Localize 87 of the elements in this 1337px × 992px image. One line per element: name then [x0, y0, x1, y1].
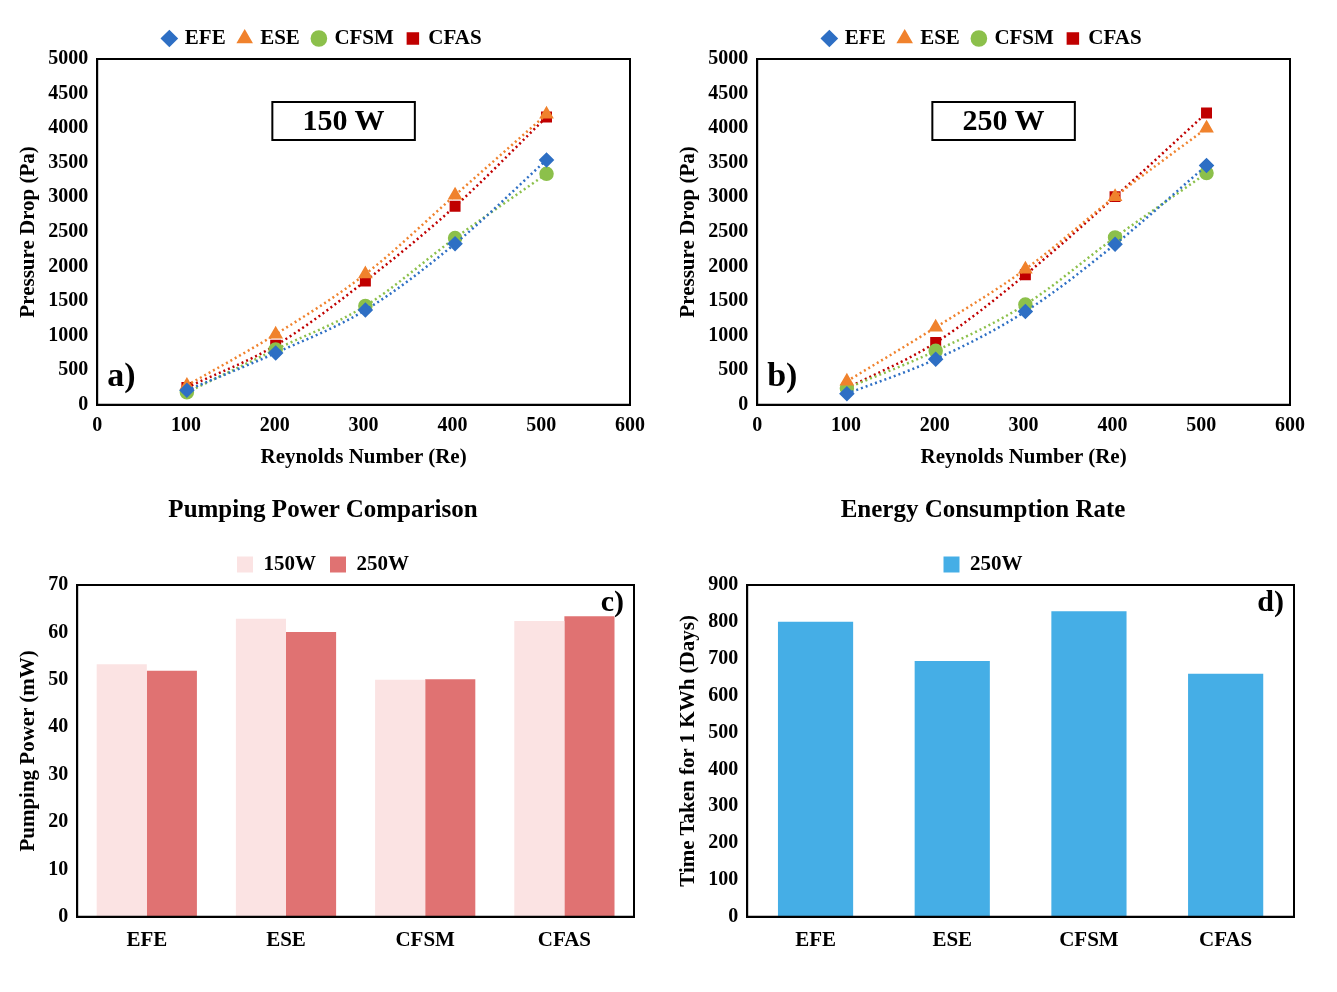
y-tick-label: 1000: [48, 322, 89, 345]
y-tick-label: 5000: [48, 46, 89, 69]
y-tick-label: 1500: [48, 288, 89, 311]
x-tick-label: ESE: [932, 926, 973, 951]
y-tick-label: 1500: [708, 288, 749, 311]
legend-label: ESE: [920, 24, 960, 49]
y-tick-label: 3500: [708, 149, 749, 172]
x-tick-label: CFAS: [1199, 926, 1253, 951]
y-tick-label: 30: [48, 761, 69, 784]
y-tick-label: 40: [48, 714, 69, 737]
y-tick-label: 70: [48, 572, 69, 595]
y-tick-label: 500: [708, 719, 739, 742]
x-tick-label: CFSM: [395, 926, 456, 951]
annotation: 150 W: [302, 102, 385, 136]
x-tick-label: 400: [437, 412, 468, 435]
legend-label: 250W: [970, 550, 1023, 575]
y-axis-title: Pressure Drop (Pa): [675, 146, 700, 318]
y-tick-label: 60: [48, 619, 69, 642]
annotation: a): [107, 355, 136, 394]
x-tick-label: 300: [348, 412, 379, 435]
x-tick-label: 500: [1186, 412, 1217, 435]
x-tick-label: EFE: [126, 926, 168, 951]
x-axis-title: Reynolds Number (Re): [920, 443, 1127, 468]
x-tick-label: 500: [526, 412, 557, 435]
legend-label: 150W: [263, 550, 316, 575]
y-axis-title: Pumping Power (mW): [15, 650, 40, 852]
x-tick-label: 100: [831, 412, 861, 435]
x-tick-label: 600: [615, 412, 645, 435]
chart-title: Energy Consumption Rate: [840, 495, 1126, 523]
x-tick-label: 100: [171, 412, 201, 435]
y-tick-label: 3000: [48, 184, 89, 207]
legend-label: CFAS: [428, 24, 482, 49]
x-tick-label: CFAS: [537, 926, 592, 951]
x-tick-label: ESE: [266, 926, 306, 951]
y-tick-label: 0: [728, 903, 739, 926]
y-tick-label: 4000: [48, 115, 89, 138]
y-tick-label: 5000: [708, 46, 749, 69]
y-tick-label: 4000: [708, 115, 749, 138]
annotation: c): [600, 583, 624, 618]
y-tick-label: 3000: [708, 184, 749, 207]
y-tick-label: 2000: [48, 253, 89, 276]
x-tick-label: CFSM: [1059, 926, 1119, 951]
y-axis-title: Time Taken for 1 KWh (Days): [675, 615, 700, 887]
y-tick-label: 900: [708, 572, 739, 595]
y-tick-label: 4500: [48, 80, 89, 103]
y-tick-label: 3500: [48, 149, 89, 172]
y-tick-label: 300: [708, 793, 739, 816]
y-tick-label: 700: [708, 645, 739, 668]
y-tick-label: 2500: [708, 219, 749, 242]
y-tick-label: 0: [78, 391, 89, 414]
x-tick-label: 200: [259, 412, 290, 435]
x-tick-label: 0: [752, 412, 763, 435]
legend-label: 250W: [356, 550, 409, 575]
x-tick-label: 300: [1008, 412, 1039, 435]
y-tick-label: 500: [58, 357, 89, 380]
y-tick-label: 600: [708, 682, 739, 705]
y-tick-label: 20: [48, 809, 69, 832]
legend-label: CFSM: [994, 24, 1055, 49]
x-tick-label: 400: [1097, 412, 1128, 435]
y-tick-label: 0: [58, 903, 69, 926]
y-tick-label: 400: [708, 756, 739, 779]
y-axis-title: Pressure Drop (Pa): [15, 146, 40, 318]
x-tick-label: EFE: [795, 926, 836, 951]
annotation: d): [1257, 583, 1284, 618]
x-tick-label: 200: [919, 412, 950, 435]
legend-label: CFSM: [334, 24, 395, 49]
annotation: 250 W: [962, 102, 1045, 136]
y-tick-label: 1000: [708, 322, 749, 345]
legend-label: CFAS: [1088, 24, 1142, 49]
y-tick-label: 50: [48, 666, 69, 689]
y-tick-label: 200: [708, 830, 739, 853]
legend-label: EFE: [184, 24, 226, 49]
y-tick-label: 0: [738, 391, 749, 414]
y-tick-label: 100: [708, 867, 739, 890]
x-axis-title: Reynolds Number (Re): [260, 443, 467, 468]
y-tick-label: 10: [48, 856, 69, 879]
legend-label: EFE: [844, 24, 886, 49]
y-tick-label: 500: [718, 357, 749, 380]
y-tick-label: 4500: [708, 80, 749, 103]
x-tick-label: 600: [1275, 412, 1305, 435]
chart-title: Pumping Power Comparison: [168, 495, 478, 523]
annotation: b): [767, 355, 798, 394]
y-tick-label: 2000: [708, 253, 749, 276]
y-tick-label: 800: [708, 609, 739, 632]
x-tick-label: 0: [92, 412, 103, 435]
y-tick-label: 2500: [48, 219, 89, 242]
legend-label: ESE: [260, 24, 300, 49]
